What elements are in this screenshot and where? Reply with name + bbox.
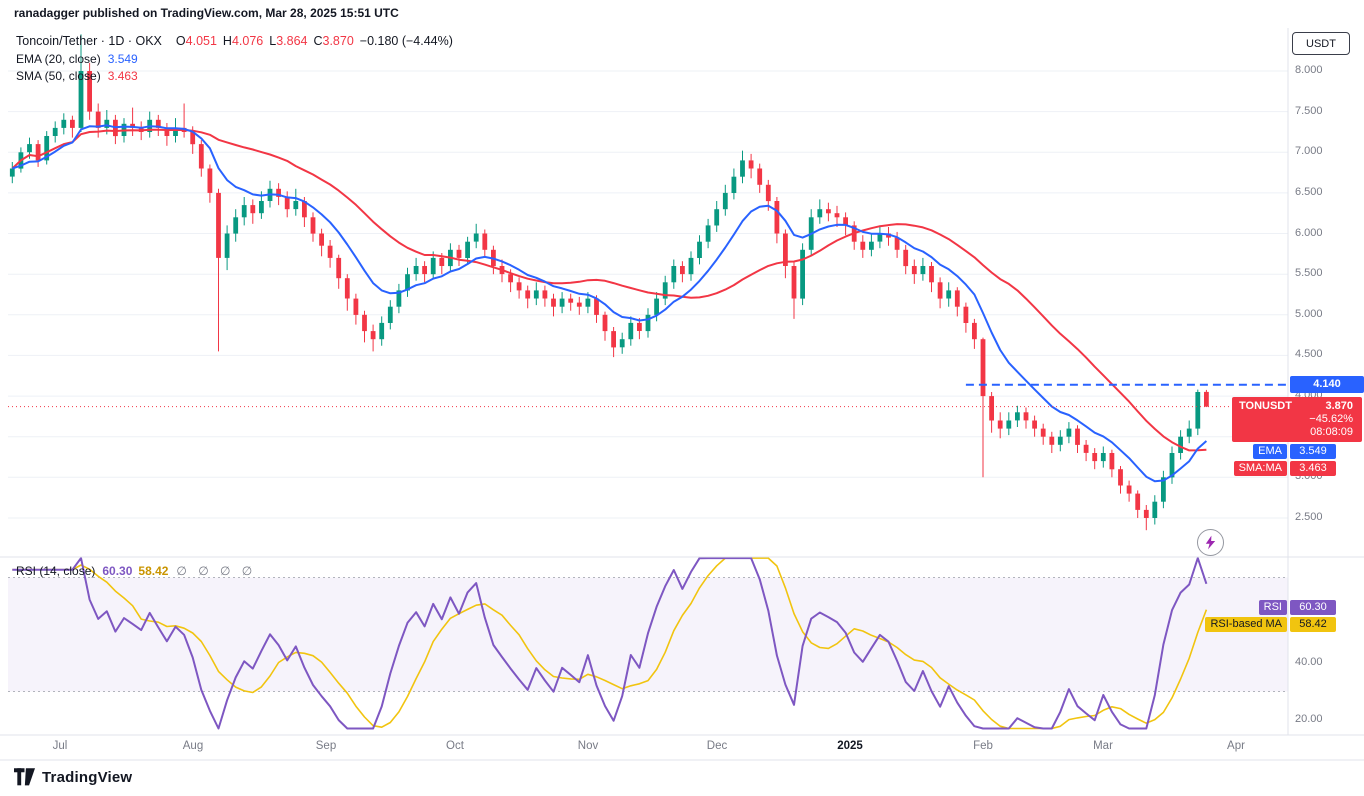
- sma-legend-label: SMA (50, close): [16, 69, 101, 83]
- price-axis-label: 7.500: [1295, 105, 1323, 117]
- close-value: 3.870: [322, 34, 354, 48]
- price-axis-label: 6.000: [1295, 227, 1323, 239]
- time-axis-label: 2025: [837, 740, 863, 752]
- sma-legend[interactable]: SMA (50, close) 3.463: [16, 69, 138, 83]
- time-axis-label: Nov: [577, 740, 599, 752]
- time-axis-label: Apr: [1227, 740, 1245, 752]
- rsi-line: [12, 557, 1208, 730]
- rsi-ma-axis-name-badge: RSI-based MA: [1205, 617, 1287, 632]
- time-axis-label: Oct: [446, 740, 464, 752]
- time-axis-label: Mar: [1093, 740, 1113, 752]
- rsi-ma-legend-value: 58.42: [138, 564, 169, 578]
- flash-button[interactable]: [1197, 529, 1224, 556]
- rsi-axis-name-badge: RSI: [1258, 600, 1287, 615]
- publish-attribution: ranadagger published on TradingView.com,…: [14, 6, 399, 20]
- rsi-axis-value-badge: 60.30: [1290, 600, 1336, 615]
- candlestick-series: [9, 34, 1209, 531]
- rsi-legend-value: 60.30: [102, 564, 133, 578]
- price-axis-label: 2.500: [1295, 511, 1323, 523]
- rsi-ma-line: [12, 557, 1208, 730]
- badge-symbol-name: TONUSDT: [1239, 400, 1292, 412]
- lightning-icon: [1205, 535, 1216, 550]
- rsi-axis-label: 40.00: [1295, 656, 1323, 668]
- rsi-band: [8, 577, 1288, 692]
- ema-axis-name-badge: EMA: [1253, 444, 1287, 459]
- open-label: O: [175, 34, 186, 48]
- symbol-legend[interactable]: Toncoin/Tether · 1D · OKX O4.051 H4.076 L3.…: [16, 34, 453, 48]
- quote-currency-toggle[interactable]: USDT: [1292, 32, 1350, 55]
- time-axis[interactable]: Jul Aug Sep Oct Nov Dec 2025 Feb Mar Apr: [0, 737, 1364, 759]
- badge-change-percent: −45.62%: [1309, 413, 1353, 425]
- price-axis-label: 8.000: [1295, 64, 1323, 76]
- price-axis-label: 7.000: [1295, 145, 1323, 157]
- close-label: C: [313, 34, 323, 48]
- low-label: L: [269, 34, 277, 48]
- sma-line: [11, 128, 1207, 452]
- time-axis-label: Dec: [706, 740, 728, 752]
- rsi-legend[interactable]: RSI (14, close) 60.30 58.42 ∅ ∅ ∅ ∅: [16, 564, 256, 578]
- tradingview-logo-icon: [14, 768, 35, 786]
- rsi-band-placeholders: ∅ ∅ ∅ ∅: [176, 564, 257, 578]
- time-axis-label: Jul: [52, 740, 68, 752]
- price-axis-label: 4.500: [1295, 348, 1323, 360]
- badge-bar-countdown: 08:08:09: [1310, 426, 1353, 438]
- rsi-legend-label: RSI (14, close): [16, 564, 96, 578]
- price-axis-label: 5.000: [1295, 308, 1323, 320]
- rsi-ma-axis-value-badge: 58.42: [1290, 617, 1336, 632]
- time-axis-label: Feb: [973, 740, 993, 752]
- ohlc-values: O4.051 H4.076 L3.864 C3.870 −0.180 (−4.44%): [170, 34, 453, 48]
- change-value: −0.180 (−4.44%): [359, 34, 453, 48]
- ema-axis-value-badge: 3.549: [1290, 444, 1336, 459]
- open-value: 4.051: [185, 34, 217, 48]
- price-gridlines: [8, 70, 1288, 519]
- badge-last-price: 3.870: [1325, 400, 1353, 412]
- price-axis-label: 5.500: [1295, 267, 1323, 279]
- low-value: 3.864: [276, 34, 308, 48]
- tradingview-logo[interactable]: TradingView: [14, 768, 132, 786]
- sma-axis-value-badge: 3.463: [1290, 461, 1336, 476]
- high-label: H: [222, 34, 232, 48]
- ema-legend[interactable]: EMA (20, close) 3.549: [16, 52, 138, 66]
- rsi-axis-label: 20.00: [1295, 713, 1323, 725]
- ema-legend-label: EMA (20, close): [16, 52, 101, 66]
- price-axis-label: 6.500: [1295, 186, 1323, 198]
- time-axis-label: Sep: [315, 740, 337, 752]
- symbol-title[interactable]: Toncoin/Tether · 1D · OKX: [16, 34, 162, 48]
- time-axis-label: Aug: [182, 740, 204, 752]
- alert-price-badge[interactable]: 4.140: [1290, 376, 1364, 393]
- high-value: 4.076: [231, 34, 264, 48]
- tradingview-wordmark: TradingView: [42, 768, 133, 786]
- ema-legend-value: 3.549: [107, 52, 138, 66]
- sma-legend-value: 3.463: [107, 69, 138, 83]
- last-price-badge: TONUSDT 3.870 −45.62% 08:08:09: [1232, 397, 1362, 442]
- sma-axis-name-badge: SMA:MA: [1233, 461, 1287, 476]
- ema-line: [11, 124, 1208, 483]
